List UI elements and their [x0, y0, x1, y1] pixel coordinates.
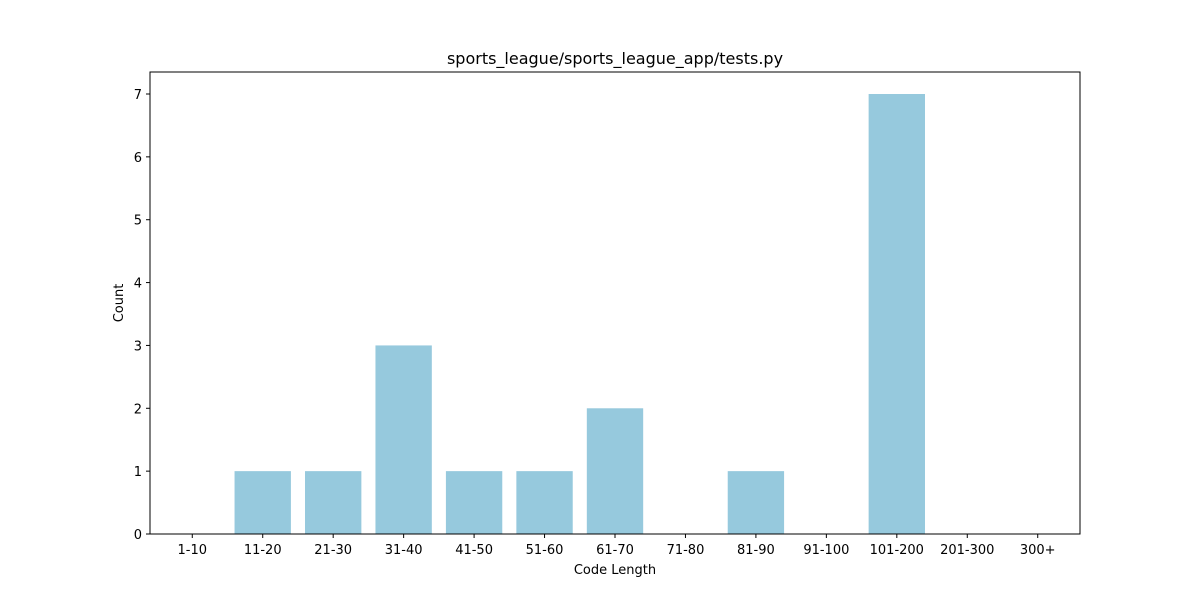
y-tick-label: 7: [134, 88, 142, 103]
x-tick-label: 71-80: [667, 543, 705, 558]
x-axis: 1-10 11-20 21-30 31-40 41-50 51-60 61-70 71-80 8…: [178, 534, 1056, 558]
x-tick-label: 91-100: [803, 543, 849, 558]
bars-group: [235, 94, 925, 534]
bar-81-90: [728, 471, 784, 534]
x-tick-label: 1-10: [178, 543, 208, 558]
x-tick-label: 61-70: [596, 543, 634, 558]
x-tick-label: 201-300: [940, 543, 994, 558]
x-tick-label: 101-200: [870, 543, 924, 558]
y-tick-label: 5: [134, 214, 142, 229]
y-axis-title: Count: [112, 284, 127, 323]
x-tick-label: 31-40: [385, 543, 423, 558]
x-tick-label: 11-20: [244, 543, 282, 558]
bar-51-60: [516, 471, 572, 534]
y-tick-label: 0: [134, 528, 142, 543]
x-axis-title: Code Length: [574, 563, 656, 578]
bar-41-50: [446, 471, 502, 534]
x-tick-label: 21-30: [314, 543, 352, 558]
bar-31-40: [375, 345, 431, 534]
bar-21-30: [305, 471, 361, 534]
y-tick-label: 1: [134, 465, 142, 480]
bar-101-200: [869, 94, 925, 534]
bar-61-70: [587, 408, 643, 534]
x-tick-label: 81-90: [737, 543, 775, 558]
y-tick-label: 4: [134, 277, 142, 292]
bar-11-20: [235, 471, 291, 534]
x-tick-label: 51-60: [526, 543, 564, 558]
x-tick-label: 300+: [1020, 543, 1056, 558]
y-tick-label: 6: [134, 151, 142, 166]
chart-title: sports_league/sports_league_app/tests.py: [447, 49, 783, 69]
x-tick-label: 41-50: [455, 543, 493, 558]
y-tick-label: 3: [134, 339, 142, 354]
y-axis: 0 1 2 3 4 5 6 7: [134, 88, 150, 543]
y-tick-label: 2: [134, 402, 142, 417]
